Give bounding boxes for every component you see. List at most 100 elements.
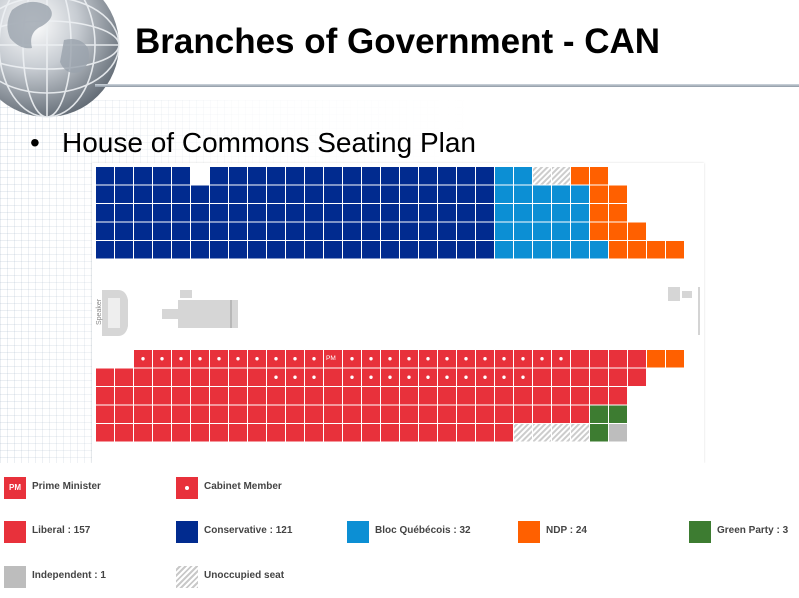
seat-liberal [381,405,399,423]
seat-bloc [495,204,513,222]
seat-conservative [324,204,342,222]
seat-ndp [590,167,608,185]
seat-conservative [343,241,361,259]
seat-conservative [343,222,361,240]
cabinet-member-marker [217,357,221,361]
seat-liberal [533,387,551,405]
seat-bloc [514,185,532,203]
seat-liberal [267,387,285,405]
seat-conservative [191,222,209,240]
seat-liberal [514,405,532,423]
seat-conservative [362,185,380,203]
cabinet-member-marker [521,357,525,361]
seat-ndp [628,241,646,259]
seat-conservative [457,222,475,240]
seat-ndp [609,185,627,203]
seat-liberal [248,405,266,423]
seat-bloc [514,222,532,240]
seat-bloc [571,185,589,203]
seat-conservative [381,204,399,222]
legend-label-conservative: Conservative : 121 [204,525,293,536]
legend-label-green: Green Party : 3 [717,525,789,536]
seat-liberal [457,387,475,405]
seat-conservative [191,241,209,259]
seat-liberal [115,387,133,405]
seat-liberal [609,350,627,368]
seat-liberal [590,350,608,368]
seat-liberal [305,424,323,442]
seat-liberal [362,387,380,405]
seat-liberal [267,424,285,442]
seat-conservative [115,222,133,240]
seat-green [590,405,608,423]
seat-conservative [248,241,266,259]
seat-liberal [134,405,152,423]
seat-conservative [419,167,437,185]
cabinet-member-marker [312,375,316,379]
seat-conservative [381,185,399,203]
cabinet-member-marker [426,375,430,379]
seat-conservative [400,185,418,203]
cabinet-member-marker [198,357,202,361]
seat-unoccupied [533,167,551,185]
seat-conservative [96,222,114,240]
seat-conservative [210,222,228,240]
legend-swatch-ndp [518,521,540,543]
seat-conservative [267,241,285,259]
cabinet-member-marker [141,357,145,361]
seat-unoccupied [552,424,570,442]
cabinet-member-marker [293,375,297,379]
seat-conservative [343,185,361,203]
seat-conservative [210,167,228,185]
legend-label-independent: Independent : 1 [32,570,106,581]
cabinet-member-marker [274,357,278,361]
seat-liberal [362,424,380,442]
seat-conservative [400,222,418,240]
seat-liberal [362,405,380,423]
seat-conservative [210,185,228,203]
seat-conservative [210,204,228,222]
seat-liberal [400,387,418,405]
seat-liberal [134,368,152,386]
legend-label-ndp: NDP : 24 [546,525,587,536]
seat-conservative [267,222,285,240]
cabinet-member-marker [388,357,392,361]
seat-conservative [286,167,304,185]
bullet-text: House of Commons Seating Plan [62,127,476,158]
seat-liberal [476,424,494,442]
seat-liberal [552,387,570,405]
seat-conservative [419,204,437,222]
seat-conservative [362,204,380,222]
seat-conservative [343,167,361,185]
seat-bloc [552,204,570,222]
seat-liberal [229,424,247,442]
seat-liberal [172,424,190,442]
seat-bloc [571,204,589,222]
seat-conservative [362,241,380,259]
seat-ndp [590,204,608,222]
seat-liberal [438,387,456,405]
seat-liberal [153,424,171,442]
seat-bloc [533,204,551,222]
seat-conservative [134,222,152,240]
cabinet-dot-icon [185,486,189,490]
seat-conservative [286,222,304,240]
seat-liberal [324,405,342,423]
seat-bloc [552,185,570,203]
seating-plan: Speaker PM [92,163,704,463]
seat-conservative [115,167,133,185]
legend-swatch-conservative [176,521,198,543]
seat-conservative [267,167,285,185]
seat-ndp [628,222,646,240]
seat-conservative [248,222,266,240]
seat-liberal [590,387,608,405]
seat-bloc [590,241,608,259]
cabinet-member-marker [388,375,392,379]
seat-conservative [229,222,247,240]
seat-liberal [191,405,209,423]
cabinet-member-marker [483,357,487,361]
seat-conservative [476,204,494,222]
seat-liberal [495,405,513,423]
seat-liberal [438,405,456,423]
seat-conservative [343,204,361,222]
